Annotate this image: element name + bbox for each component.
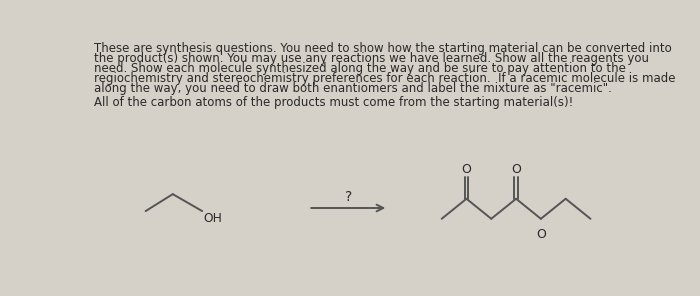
Text: OH: OH xyxy=(203,212,222,225)
Text: All of the carbon atoms of the products must come from the starting material(s)!: All of the carbon atoms of the products … xyxy=(94,96,573,109)
Text: need. Show each molecule synthesized along the way and be sure to pay attention : need. Show each molecule synthesized alo… xyxy=(94,62,626,75)
Text: O: O xyxy=(536,228,546,241)
Text: along the way, you need to draw both enantiomers and label the mixture as "racem: along the way, you need to draw both ena… xyxy=(94,82,612,95)
Text: O: O xyxy=(461,163,471,176)
Text: the product(s) shown. You may use any reactions we have learned. Show all the re: the product(s) shown. You may use any re… xyxy=(94,52,649,65)
Text: regiochemistry and stereochemistry preferences for each reaction.  If a racemic : regiochemistry and stereochemistry prefe… xyxy=(94,72,676,85)
Text: O: O xyxy=(511,163,521,176)
Text: These are synthesis questions. You need to show how the starting material can be: These are synthesis questions. You need … xyxy=(94,42,671,55)
Text: ?: ? xyxy=(344,190,352,204)
